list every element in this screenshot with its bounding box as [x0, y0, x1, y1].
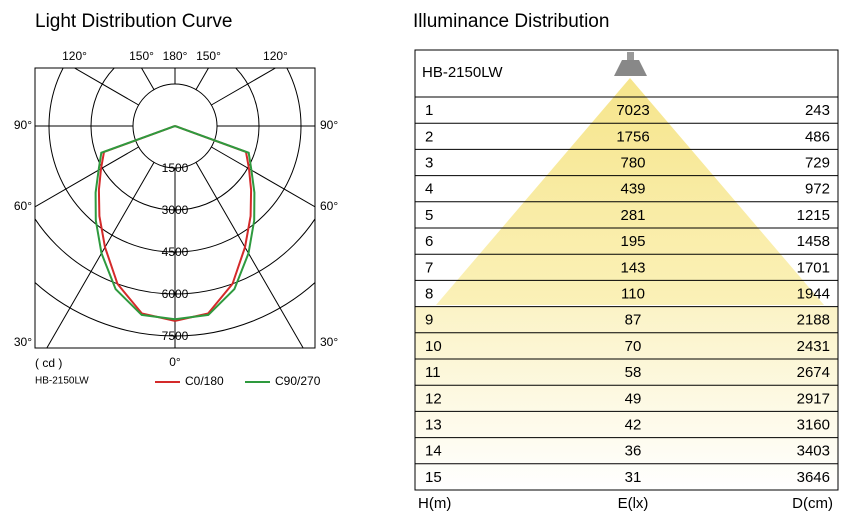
column-label: E(lx) — [618, 495, 649, 512]
height-cell: 10 — [425, 338, 442, 355]
table-model: HB-2150LW — [422, 64, 503, 81]
height-cell: 14 — [425, 443, 442, 460]
spoke — [35, 146, 139, 208]
diameter-cell: 2674 — [797, 364, 830, 381]
illuminance-cell: 143 — [620, 259, 645, 276]
radial-label: 7500 — [162, 329, 189, 343]
chart-title: Light Distribution Curve — [35, 11, 232, 32]
unit-label: ( cd ) — [35, 356, 62, 370]
diameter-cell: 3160 — [797, 416, 830, 433]
angle-label: 120° — [62, 49, 87, 63]
spoke — [46, 162, 155, 348]
illuminance-cell: 31 — [625, 469, 642, 486]
illuminance-cell: 195 — [620, 233, 645, 250]
angle-label: 30° — [14, 335, 32, 349]
radial-label: 4500 — [162, 245, 189, 259]
height-cell: 15 — [425, 469, 442, 486]
angle-label: 120° — [263, 49, 288, 63]
angle-label: 150° — [196, 49, 221, 63]
light-glow — [415, 307, 838, 490]
diameter-cell: 1944 — [797, 285, 830, 302]
illuminance-cell: 70 — [625, 338, 642, 355]
legend-label: C0/180 — [185, 374, 224, 388]
lamp-icon — [614, 52, 647, 76]
height-cell: 4 — [425, 181, 433, 198]
radial-label: 3000 — [162, 203, 189, 217]
angle-label: 30° — [320, 335, 338, 349]
column-label: H(m) — [418, 495, 451, 512]
height-cell: 9 — [425, 312, 433, 329]
illuminance-cell: 110 — [621, 285, 645, 302]
table-title: Illuminance Distribution — [413, 11, 609, 32]
diameter-cell: 486 — [805, 128, 830, 145]
diameter-cell: 729 — [805, 154, 830, 171]
radial-label: 6000 — [162, 287, 189, 301]
spoke — [195, 162, 304, 348]
polar-area — [35, 68, 315, 348]
intensity-curve — [174, 125, 253, 322]
illuminance-cell: 7023 — [616, 102, 649, 119]
column-label: D(cm) — [792, 495, 833, 512]
height-cell: 11 — [425, 364, 441, 381]
height-cell: 2 — [425, 128, 433, 145]
angle-label: 0° — [169, 355, 181, 369]
intensity-curve — [174, 125, 256, 321]
legend-label: C90/270 — [275, 374, 321, 388]
spoke — [211, 68, 277, 106]
height-cell: 8 — [425, 285, 433, 302]
illuminance-cell: 281 — [620, 207, 645, 224]
angle-label: 60° — [14, 199, 32, 213]
diameter-cell: 1215 — [797, 207, 830, 224]
angle-label: 90° — [320, 118, 338, 132]
intensity-curve — [97, 125, 176, 322]
illuminance-cell: 439 — [620, 181, 645, 198]
diameter-cell: 2431 — [797, 338, 830, 355]
diameter-cell: 2917 — [797, 390, 830, 407]
diameter-cell: 972 — [805, 181, 830, 198]
height-cell: 5 — [425, 207, 433, 224]
diameter-cell: 1701 — [797, 259, 830, 276]
illuminance-cell: 780 — [620, 154, 645, 171]
height-cell: 13 — [425, 416, 442, 433]
illuminance-cell: 42 — [625, 416, 642, 433]
model-label: HB-2150LW — [35, 376, 89, 387]
height-cell: 12 — [425, 390, 442, 407]
illuminance-cell: 49 — [625, 390, 642, 407]
diameter-cell: 243 — [805, 102, 830, 119]
light-beam — [436, 78, 824, 305]
angle-label: 180° — [163, 49, 188, 63]
grid-ring — [35, 281, 315, 337]
diameter-cell: 3403 — [797, 443, 830, 460]
illuminance-cell: 36 — [625, 443, 642, 460]
diameter-cell: 3646 — [797, 469, 830, 486]
angle-label: 60° — [320, 199, 338, 213]
height-cell: 3 — [425, 154, 433, 171]
diameter-cell: 2188 — [797, 312, 830, 329]
intensity-curve — [94, 125, 176, 321]
height-cell: 6 — [425, 233, 433, 250]
spoke — [211, 146, 315, 208]
illuminance-cell: 58 — [625, 364, 642, 381]
angle-label: 90° — [14, 118, 32, 132]
height-cell: 1 — [425, 102, 433, 119]
illuminance-cell: 87 — [625, 312, 642, 329]
illuminance-cell: 1756 — [616, 128, 649, 145]
diameter-cell: 1458 — [797, 233, 830, 250]
radial-label: 1500 — [162, 161, 189, 175]
angle-label: 150° — [129, 49, 154, 63]
table-frame — [414, 49, 839, 491]
height-cell: 7 — [425, 259, 433, 276]
spoke — [73, 68, 139, 106]
